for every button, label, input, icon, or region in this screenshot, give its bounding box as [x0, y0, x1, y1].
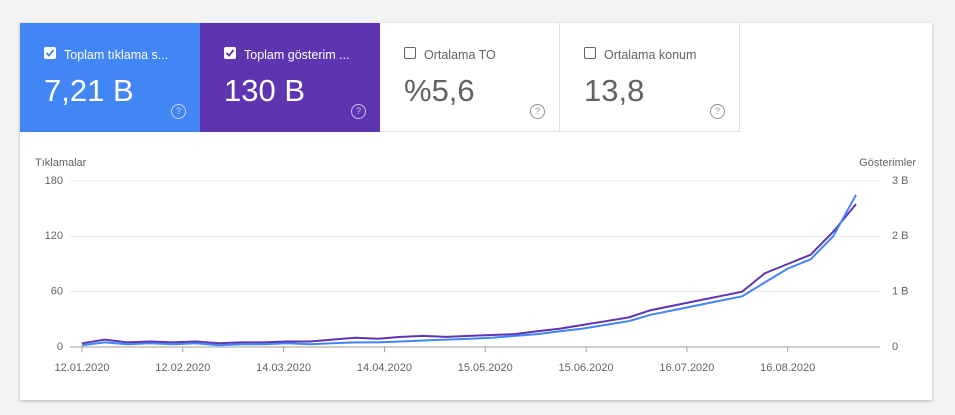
x-tick-label: 15.06.2020	[559, 362, 614, 374]
x-tick-label: 16.07.2020	[659, 362, 714, 374]
x-tick-label: 14.03.2020	[256, 362, 311, 374]
x-tick-label: 16.08.2020	[760, 362, 815, 374]
help-icon[interactable]: ?	[710, 104, 725, 119]
y-tick-label: 60	[51, 286, 63, 298]
metric-label: Ortalama konum	[604, 48, 697, 62]
checkbox[interactable]	[584, 47, 596, 59]
metric-card[interactable]: Toplam tıklama s... 7,21 B?	[20, 23, 200, 132]
help-icon[interactable]: ?	[171, 104, 186, 119]
y-tick-label: 120	[45, 230, 63, 242]
metric-card[interactable]: Ortalama konum 13,8?	[560, 23, 740, 132]
metric-label: Toplam tıklama s...	[64, 48, 169, 62]
series-line	[81, 203, 857, 345]
x-tick-label: 14.04.2020	[357, 362, 412, 374]
y2-axis-title: Gösterimler	[859, 157, 916, 169]
checkbox[interactable]	[44, 47, 56, 59]
y2-tick-label: 1 B	[892, 286, 909, 298]
metric-value: 13,8	[584, 73, 645, 108]
y2-tick-label: 2 B	[892, 230, 909, 242]
metric-value: %5,6	[404, 73, 475, 108]
y2-tick-label: 3 B	[892, 175, 909, 187]
checkbox[interactable]	[224, 47, 236, 59]
x-tick-label: 15.05.2020	[458, 362, 513, 374]
metric-label: Toplam gösterim ...	[244, 48, 350, 62]
series-line	[81, 194, 857, 347]
metric-card[interactable]: Ortalama TO %5,6?	[380, 23, 560, 132]
metric-card[interactable]: Toplam gösterim ... 130 B?	[200, 23, 380, 132]
y-axis-title: Tıklamalar	[35, 157, 87, 169]
metric-value: 7,21 B	[44, 73, 134, 108]
metric-value: 130 B	[224, 73, 306, 108]
checkbox[interactable]	[404, 47, 416, 59]
x-tick-label: 12.02.2020	[155, 362, 210, 374]
help-icon[interactable]: ?	[530, 104, 545, 119]
y2-tick-label: 0	[892, 341, 898, 353]
y-tick-label: 0	[57, 341, 63, 353]
performance-panel: Toplam tıklama s... 7,21 B? Toplam gösteri…	[20, 23, 932, 400]
help-icon[interactable]: ?	[351, 104, 366, 119]
y-tick-label: 180	[45, 175, 63, 187]
metric-label: Ortalama TO	[424, 48, 496, 62]
x-tick-label: 12.01.2020	[54, 362, 109, 374]
